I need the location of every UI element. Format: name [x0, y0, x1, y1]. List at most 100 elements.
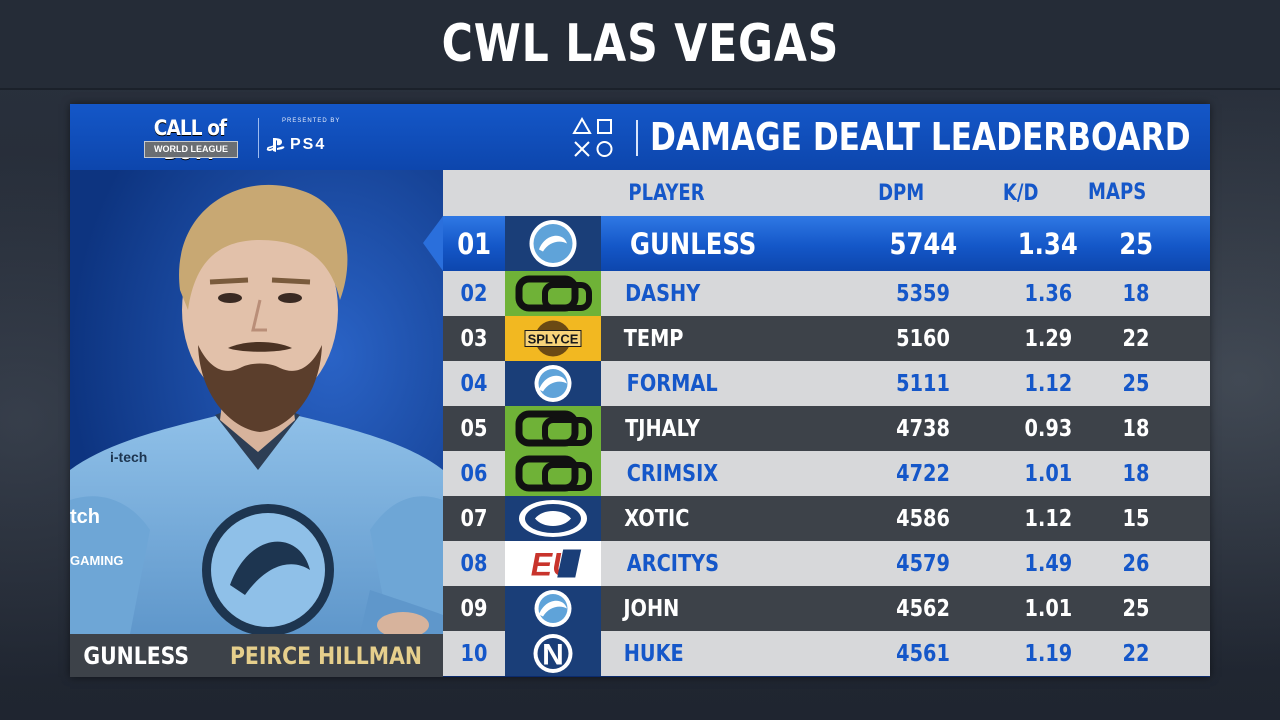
kd-cell: 1.01	[973, 451, 1123, 496]
leaderboard-row: 09 JOHN 4562 1.01 25	[443, 586, 1210, 631]
maps-played-cell-text: 26	[1122, 550, 1150, 577]
dpm-cell: 5359	[848, 271, 998, 316]
kd-cell: 1.34	[973, 216, 1123, 271]
team-logo-cell	[505, 586, 601, 631]
rank-cell: 03	[443, 316, 505, 361]
ps4-logo: PS4	[266, 136, 326, 154]
team-logo-cell	[505, 216, 601, 271]
rank-cell-text: 07	[460, 505, 488, 532]
team-logo-cell	[505, 451, 601, 496]
table-header: PLAYER DPM K/D MAPS PLAYED	[443, 170, 1210, 251]
rank-cell: 08	[443, 541, 505, 586]
rank-cell: 02	[443, 271, 505, 316]
column-header-kd: K/D	[1002, 181, 1039, 206]
dpm-cell-text: 4722	[896, 460, 950, 487]
cod-world-league-logo: CALL of DUTY WORLD LEAGUE	[130, 116, 250, 164]
event-title-bar: CWL LAS VEGAS	[0, 0, 1280, 90]
eunited-logo-icon: EU	[505, 541, 601, 586]
kd-cell: 1.12	[973, 361, 1123, 406]
leaderboard-row: 07 XOTIC 4586 1.12 15	[443, 496, 1210, 541]
featured-player-name-bar: GUNLESS PEIRCE HILLMAN	[70, 634, 443, 677]
rank-cell-text: 09	[460, 595, 488, 622]
presented-by-label: PRESENTED BY	[282, 118, 341, 124]
leaderboard-row: 02 DASHY 5359 1.36 18	[443, 271, 1210, 316]
maps-played-cell-text: 25	[1122, 595, 1150, 622]
kd-cell-text: 0.93	[1024, 415, 1072, 442]
dpm-cell: 4579	[848, 541, 998, 586]
jersey-sponsor-3: tch	[70, 506, 100, 528]
dpm-cell: 5111	[848, 361, 998, 406]
kd-cell-text: 1.34	[1017, 226, 1079, 261]
kd-cell: 0.93	[973, 406, 1123, 451]
leaderboard-title: DAMAGE DEALT LEADERBOARD	[650, 115, 1191, 159]
luminosity-logo-icon	[505, 586, 601, 631]
dpm-cell-text: 4561	[896, 640, 950, 667]
rank-cell: 06	[443, 451, 505, 496]
kd-cell: 1.29	[973, 316, 1123, 361]
kd-cell: 1.01	[973, 586, 1123, 631]
player-name-cell: HUKE	[618, 631, 878, 676]
team-logo-cell: EU	[505, 541, 601, 586]
kd-cell-text: 1.19	[1024, 640, 1072, 667]
kd-cell: 1.12	[973, 496, 1123, 541]
player-name-cell: FORMAL	[618, 361, 878, 406]
team-logo-cell	[505, 361, 601, 406]
splyce-logo-icon: SPLYCE	[505, 316, 601, 361]
dpm-cell-text: 5359	[896, 280, 950, 307]
leaderboard-row: 05 TJHALY 4738 0.93 18	[443, 406, 1210, 451]
maps-played-cell: 18	[1071, 271, 1201, 316]
player-name-cell-text: FORMAL	[626, 370, 718, 397]
player-name-cell: DASHY	[618, 271, 878, 316]
dpm-cell-text: 4579	[896, 550, 950, 577]
ps4-label: PS4	[290, 136, 327, 153]
player-name-cell-text: XOTIC	[624, 505, 690, 532]
maps-played-cell: 22	[1071, 316, 1201, 361]
dpm-cell: 4586	[848, 496, 998, 541]
player-name-cell: TEMP	[618, 316, 878, 361]
player-name-cell: CRIMSIX	[618, 451, 878, 496]
leaderboard-row: 04 FORMAL 5111 1.12 25	[443, 361, 1210, 406]
leaderboard-row: 06 CRIMSIX 4722 1.01 18	[443, 451, 1210, 496]
dpm-cell: 5160	[848, 316, 998, 361]
league-logo-sub: WORLD LEAGUE	[144, 141, 238, 158]
kd-cell-text: 1.29	[1024, 325, 1072, 352]
team-logo-cell	[505, 271, 601, 316]
highlight-arrow	[423, 216, 443, 271]
player-name-cell-text: TJHALY	[625, 415, 700, 442]
kd-cell-text: 1.01	[1024, 595, 1072, 622]
player-name-cell-text: TEMP	[623, 325, 684, 352]
player-name-cell: JOHN	[618, 586, 878, 631]
maps-played-cell: 25	[1071, 216, 1201, 271]
team-logo-cell	[505, 496, 601, 541]
maps-played-cell: 22	[1071, 631, 1201, 676]
envyus-logo-icon: N	[505, 631, 601, 676]
dpm-cell-text: 4562	[896, 595, 950, 622]
column-header-dpm: DPM	[878, 181, 925, 206]
event-title: CWL LAS VEGAS	[441, 14, 839, 74]
rank-cell-text: 02	[460, 280, 488, 307]
dpm-cell-text: 5160	[896, 325, 950, 352]
maps-played-cell-text: 22	[1122, 640, 1150, 667]
maps-played-cell-text: 18	[1122, 280, 1150, 307]
rank-cell: 01	[443, 216, 505, 271]
column-header-player: PLAYER	[628, 181, 705, 206]
dpm-cell: 5744	[848, 216, 998, 271]
team-logo-cell: N	[505, 631, 601, 676]
jersey-sponsor-2: GAMING	[70, 553, 123, 568]
player-name-cell-text: GUNLESS	[630, 226, 757, 261]
player-portrait: i-tech GAMING tch	[70, 170, 443, 634]
leaderboard-table: PLAYER DPM K/D MAPS PLAYED 01 GUNLESS 5744…	[423, 170, 1210, 677]
leaderboard-row: 01 GUNLESS 5744 1.34 25	[423, 216, 1210, 271]
rank-cell: 05	[443, 406, 505, 451]
kd-cell: 1.36	[973, 271, 1123, 316]
dpm-cell: 4722	[848, 451, 998, 496]
luminosity-logo-icon	[505, 216, 601, 271]
jersey-sponsor-1: i-tech	[110, 449, 147, 465]
maps-played-cell-text: 25	[1119, 226, 1153, 261]
leaderboard-header: CALL of DUTY WORLD LEAGUE PRESENTED BY P…	[70, 104, 1210, 170]
player-name-cell-text: JOHN	[623, 595, 680, 622]
dpm-cell-text: 4738	[896, 415, 950, 442]
dpm-cell-text: 5744	[889, 226, 957, 261]
dpm-cell-text: 5111	[896, 370, 950, 397]
kd-cell: 1.19	[973, 631, 1123, 676]
